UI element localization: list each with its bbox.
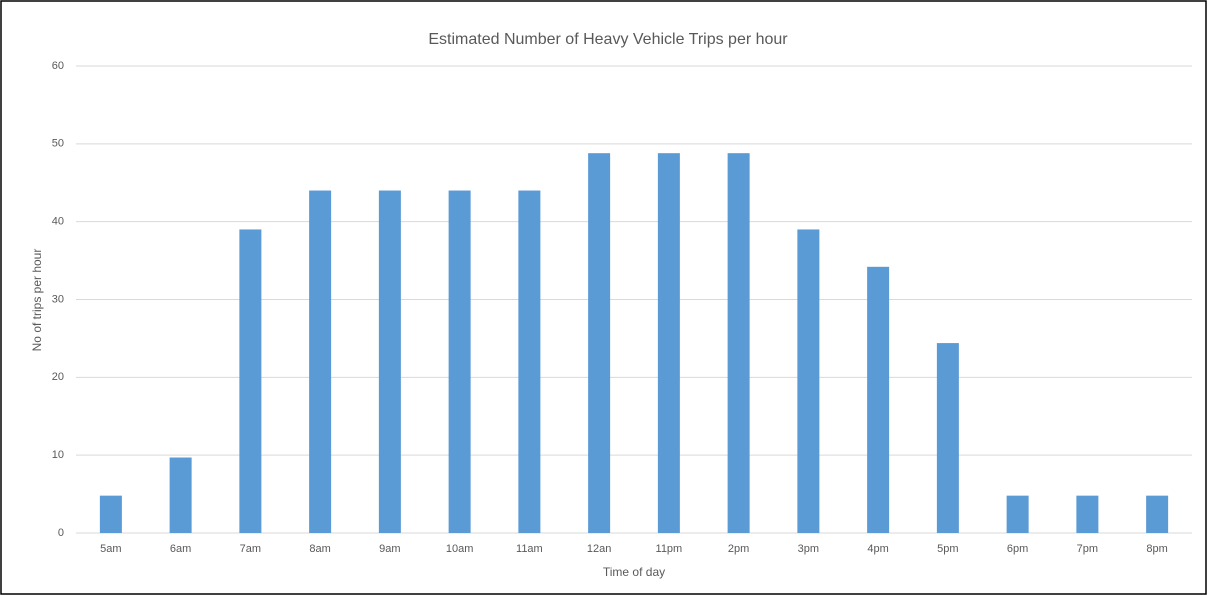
bar	[239, 229, 262, 533]
x-tick-label: 3pm	[798, 543, 819, 555]
bar	[657, 153, 680, 533]
x-tick-label: 12an	[587, 543, 611, 555]
bar	[1146, 495, 1169, 533]
x-tick-label: 8pm	[1146, 543, 1167, 555]
x-tick-label: 4pm	[867, 543, 888, 555]
bar	[588, 153, 611, 533]
bar	[378, 190, 401, 534]
y-tick-label: 20	[52, 371, 64, 383]
bar	[448, 190, 471, 534]
bar	[1076, 495, 1099, 533]
bar	[936, 343, 959, 533]
bar	[797, 229, 820, 533]
x-tick-label: 11am	[516, 543, 543, 555]
x-axis-label: Time of day	[603, 565, 665, 579]
y-tick-label: 0	[58, 527, 64, 539]
x-tick-label: 6am	[170, 543, 191, 555]
bar	[727, 153, 750, 533]
x-tick-label: 7am	[240, 543, 261, 555]
bar	[867, 266, 890, 533]
x-tick-label: 5am	[100, 543, 121, 555]
x-tick-label: 6pm	[1007, 543, 1028, 555]
y-tick-label: 50	[52, 138, 64, 150]
bar	[518, 190, 541, 534]
x-tick-label: 11pm	[656, 543, 683, 555]
x-tick-label: 5pm	[937, 543, 958, 555]
y-tick-label: 30	[52, 293, 64, 305]
x-tick-label: 10am	[446, 543, 474, 555]
chart-title: Estimated Number of Heavy Vehicle Trips …	[428, 31, 788, 48]
x-tick-label: 9am	[379, 543, 400, 555]
bar	[1006, 495, 1029, 533]
bar	[309, 190, 332, 534]
x-tick-label: 7pm	[1077, 543, 1098, 555]
bar	[99, 495, 122, 533]
x-tick-label: 2pm	[728, 543, 749, 555]
y-tick-label: 10	[52, 449, 64, 461]
y-axis-label: No of trips per hour	[30, 249, 44, 352]
y-tick-label: 40	[52, 216, 64, 228]
y-tick-label: 60	[52, 60, 64, 72]
x-tick-label: 8am	[309, 543, 330, 555]
bar	[169, 457, 192, 533]
